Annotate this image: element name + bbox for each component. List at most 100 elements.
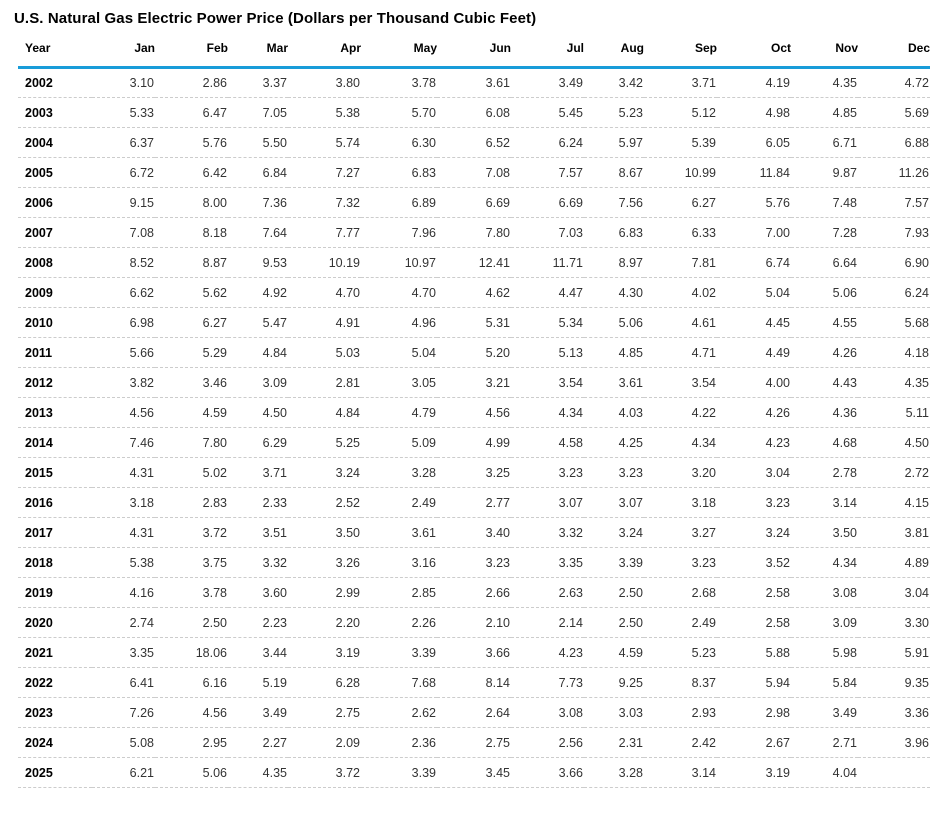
price-cell: 4.71 bbox=[644, 337, 717, 368]
price-cell: 2.75 bbox=[288, 697, 361, 728]
price-cell: 4.16 bbox=[92, 577, 155, 608]
price-cell: 2.31 bbox=[584, 727, 644, 758]
price-cell: 2.95 bbox=[155, 727, 228, 758]
price-cell: 3.96 bbox=[858, 727, 930, 758]
price-cell: 3.71 bbox=[228, 457, 288, 488]
table-row: 2025 6.21 5.06 4.35 3.72 3.39 3.45 3.66 3.28 3.14… bbox=[18, 757, 930, 788]
table-row: 2009 6.62 5.62 4.92 4.70 4.70 4.62 4.47 4.30 4.02… bbox=[18, 277, 930, 308]
price-cell: 4.68 bbox=[791, 427, 858, 458]
price-cell: 4.55 bbox=[791, 307, 858, 338]
price-cell: 5.23 bbox=[644, 637, 717, 668]
price-cell: 5.09 bbox=[361, 427, 437, 458]
year-cell: 2014 bbox=[18, 427, 92, 458]
price-cell: 6.98 bbox=[92, 307, 155, 338]
price-cell: 5.29 bbox=[155, 337, 228, 368]
price-cell: 3.30 bbox=[858, 607, 930, 638]
price-cell: 3.07 bbox=[511, 487, 584, 518]
price-cell: 2.14 bbox=[511, 607, 584, 638]
price-cell: 6.24 bbox=[858, 277, 930, 308]
price-cell: 3.28 bbox=[584, 757, 644, 788]
table-body: 2002 3.10 2.86 3.37 3.80 3.78 3.61 3.49 3.42 3.71… bbox=[18, 67, 930, 788]
price-cell: 3.36 bbox=[858, 697, 930, 728]
price-cell: 6.47 bbox=[155, 97, 228, 128]
price-cell: 7.32 bbox=[288, 187, 361, 218]
price-cell: 5.13 bbox=[511, 337, 584, 368]
price-cell: 3.23 bbox=[437, 547, 511, 578]
price-cell: 4.61 bbox=[644, 307, 717, 338]
price-cell: 3.16 bbox=[361, 547, 437, 578]
price-cell: 6.41 bbox=[92, 667, 155, 698]
price-cell: 5.23 bbox=[584, 97, 644, 128]
price-cell: 6.21 bbox=[92, 757, 155, 788]
col-header-year: Year bbox=[18, 36, 92, 69]
year-cell: 2004 bbox=[18, 127, 92, 158]
price-cell: 7.77 bbox=[288, 217, 361, 248]
price-cell: 7.80 bbox=[155, 427, 228, 458]
table-row: 2007 7.08 8.18 7.64 7.77 7.96 7.80 7.03 6.83 6.33… bbox=[18, 217, 930, 248]
price-cell: 8.52 bbox=[92, 247, 155, 278]
price-cell: 4.59 bbox=[155, 397, 228, 428]
price-cell: 4.43 bbox=[791, 367, 858, 398]
price-cell: 3.39 bbox=[584, 547, 644, 578]
price-cell: 3.66 bbox=[511, 757, 584, 788]
price-cell: 5.39 bbox=[644, 127, 717, 158]
price-cell: 7.26 bbox=[92, 697, 155, 728]
price-cell: 3.19 bbox=[717, 757, 791, 788]
price-cell: 6.08 bbox=[437, 97, 511, 128]
price-cell: 6.72 bbox=[92, 157, 155, 188]
price-cell: 2.50 bbox=[584, 577, 644, 608]
price-cell: 2.27 bbox=[228, 727, 288, 758]
price-cell: 3.26 bbox=[288, 547, 361, 578]
price-cell: 7.08 bbox=[92, 217, 155, 248]
price-cell: 6.83 bbox=[361, 157, 437, 188]
price-cell: 4.25 bbox=[584, 427, 644, 458]
price-cell: 5.68 bbox=[858, 307, 930, 338]
price-cell: 3.32 bbox=[228, 547, 288, 578]
price-cell: 3.08 bbox=[511, 697, 584, 728]
price-cell: 6.29 bbox=[228, 427, 288, 458]
price-cell: 3.75 bbox=[155, 547, 228, 578]
price-cell: 8.67 bbox=[584, 157, 644, 188]
price-cell: 5.70 bbox=[361, 97, 437, 128]
price-cell: 3.28 bbox=[361, 457, 437, 488]
price-cell: 3.54 bbox=[644, 367, 717, 398]
price-cell: 5.04 bbox=[361, 337, 437, 368]
price-cell: 5.31 bbox=[437, 307, 511, 338]
price-cell: 3.54 bbox=[511, 367, 584, 398]
year-cell: 2007 bbox=[18, 217, 92, 248]
price-cell: 8.14 bbox=[437, 667, 511, 698]
price-cell: 2.81 bbox=[288, 367, 361, 398]
price-cell: 2.98 bbox=[717, 697, 791, 728]
price-cell: 6.84 bbox=[228, 157, 288, 188]
price-cell: 4.26 bbox=[791, 337, 858, 368]
price-cell: 4.34 bbox=[511, 397, 584, 428]
price-cell: 12.41 bbox=[437, 247, 511, 278]
price-cell: 3.61 bbox=[584, 367, 644, 398]
col-header-jun: Jun bbox=[437, 36, 511, 69]
price-cell: 4.72 bbox=[858, 67, 930, 98]
price-cell: 4.56 bbox=[155, 697, 228, 728]
price-cell: 5.34 bbox=[511, 307, 584, 338]
price-cell: 4.92 bbox=[228, 277, 288, 308]
price-cell: 5.19 bbox=[228, 667, 288, 698]
table-row: 2012 3.82 3.46 3.09 2.81 3.05 3.21 3.54 3.61 3.54… bbox=[18, 367, 930, 398]
price-cell: 5.06 bbox=[791, 277, 858, 308]
price-cell: 3.09 bbox=[228, 367, 288, 398]
price-cell: 4.31 bbox=[92, 517, 155, 548]
price-cell: 4.49 bbox=[717, 337, 791, 368]
price-cell: 11.84 bbox=[717, 157, 791, 188]
price-cell: 7.08 bbox=[437, 157, 511, 188]
year-cell: 2025 bbox=[18, 757, 92, 788]
price-cell: 4.18 bbox=[858, 337, 930, 368]
table-row: 2010 6.98 6.27 5.47 4.91 4.96 5.31 5.34 5.06 4.61… bbox=[18, 307, 930, 338]
price-cell: 2.71 bbox=[791, 727, 858, 758]
price-cell: 2.58 bbox=[717, 607, 791, 638]
price-cell: 10.99 bbox=[644, 157, 717, 188]
price-cell: 7.28 bbox=[791, 217, 858, 248]
price-cell: 2.75 bbox=[437, 727, 511, 758]
price-cell: 3.45 bbox=[437, 757, 511, 788]
price-cell: 4.19 bbox=[717, 67, 791, 98]
price-cell: 5.06 bbox=[155, 757, 228, 788]
price-cell: 4.47 bbox=[511, 277, 584, 308]
